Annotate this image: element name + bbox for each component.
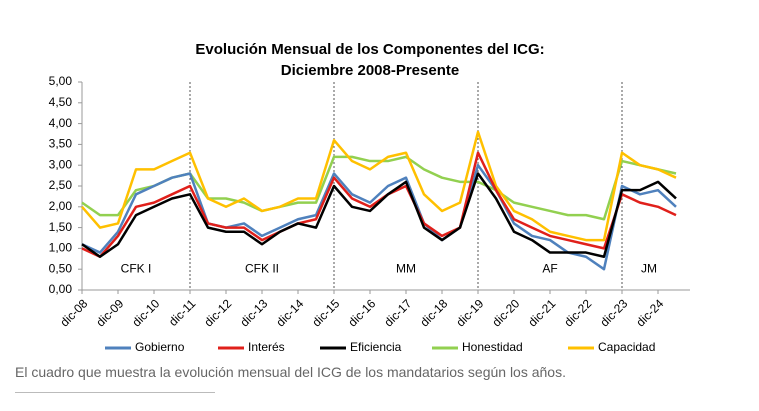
period-label: JM <box>641 261 657 275</box>
y-tick-label: 2,50 <box>49 178 73 192</box>
caption: El cuadro que muestra la evolución mensu… <box>15 364 566 380</box>
legend-label: Capacidad <box>598 340 655 354</box>
line-series <box>81 163 677 271</box>
period-label: CFK I <box>121 261 152 275</box>
y-tick-label: 0,00 <box>49 282 73 296</box>
x-tick-label: dic-17 <box>381 296 414 329</box>
x-tick-label: dic-20 <box>489 296 522 329</box>
x-tick-label: dic-16 <box>345 296 378 329</box>
chart: Evolución Mensual de los Componentes del… <box>49 41 690 354</box>
line-series <box>81 155 677 221</box>
y-tick-label: 1,00 <box>49 241 73 255</box>
x-tick-label: dic-12 <box>201 296 234 329</box>
x-tick-label: dic-14 <box>273 296 306 329</box>
separator <box>15 392 215 393</box>
x-tick-label: dic-13 <box>237 296 270 329</box>
chart-title: Diciembre 2008-Presente <box>281 62 459 79</box>
x-tick-label: dic-22 <box>561 296 594 329</box>
x-tick-label: dic-09 <box>93 296 126 329</box>
period-label: AF <box>542 261 557 275</box>
chart-title: Evolución Mensual de los Componentes del… <box>195 41 544 58</box>
legend-label: Eficiencia <box>350 340 402 354</box>
x-tick-label: dic-24 <box>633 296 666 329</box>
x-tick-label: dic-18 <box>417 296 450 329</box>
legend-label: Honestidad <box>462 340 523 354</box>
line-series <box>81 130 677 242</box>
y-tick-label: 4,00 <box>49 116 73 130</box>
period-label: CFK II <box>245 261 279 275</box>
y-tick-label: 1,50 <box>49 220 73 234</box>
x-tick-label: dic-21 <box>525 296 558 329</box>
legend-label: Interés <box>248 340 285 354</box>
y-tick-label: 5,00 <box>49 74 73 88</box>
y-tick-label: 3,00 <box>49 157 73 171</box>
legend-label: Gobierno <box>135 340 185 354</box>
x-tick-label: dic-19 <box>453 296 486 329</box>
x-tick-label: dic-23 <box>597 296 630 329</box>
x-tick-label: dic-15 <box>309 296 342 329</box>
y-tick-label: 0,50 <box>49 261 73 275</box>
x-tick-label: dic-08 <box>57 296 90 329</box>
y-tick-label: 4,50 <box>49 95 73 109</box>
period-label: MM <box>396 261 416 275</box>
y-tick-label: 3,50 <box>49 137 73 151</box>
line-series <box>81 151 677 258</box>
y-tick-label: 2,00 <box>49 199 73 213</box>
x-tick-label: dic-11 <box>166 296 199 329</box>
line-series <box>81 172 677 258</box>
x-tick-label: dic-10 <box>129 296 162 329</box>
